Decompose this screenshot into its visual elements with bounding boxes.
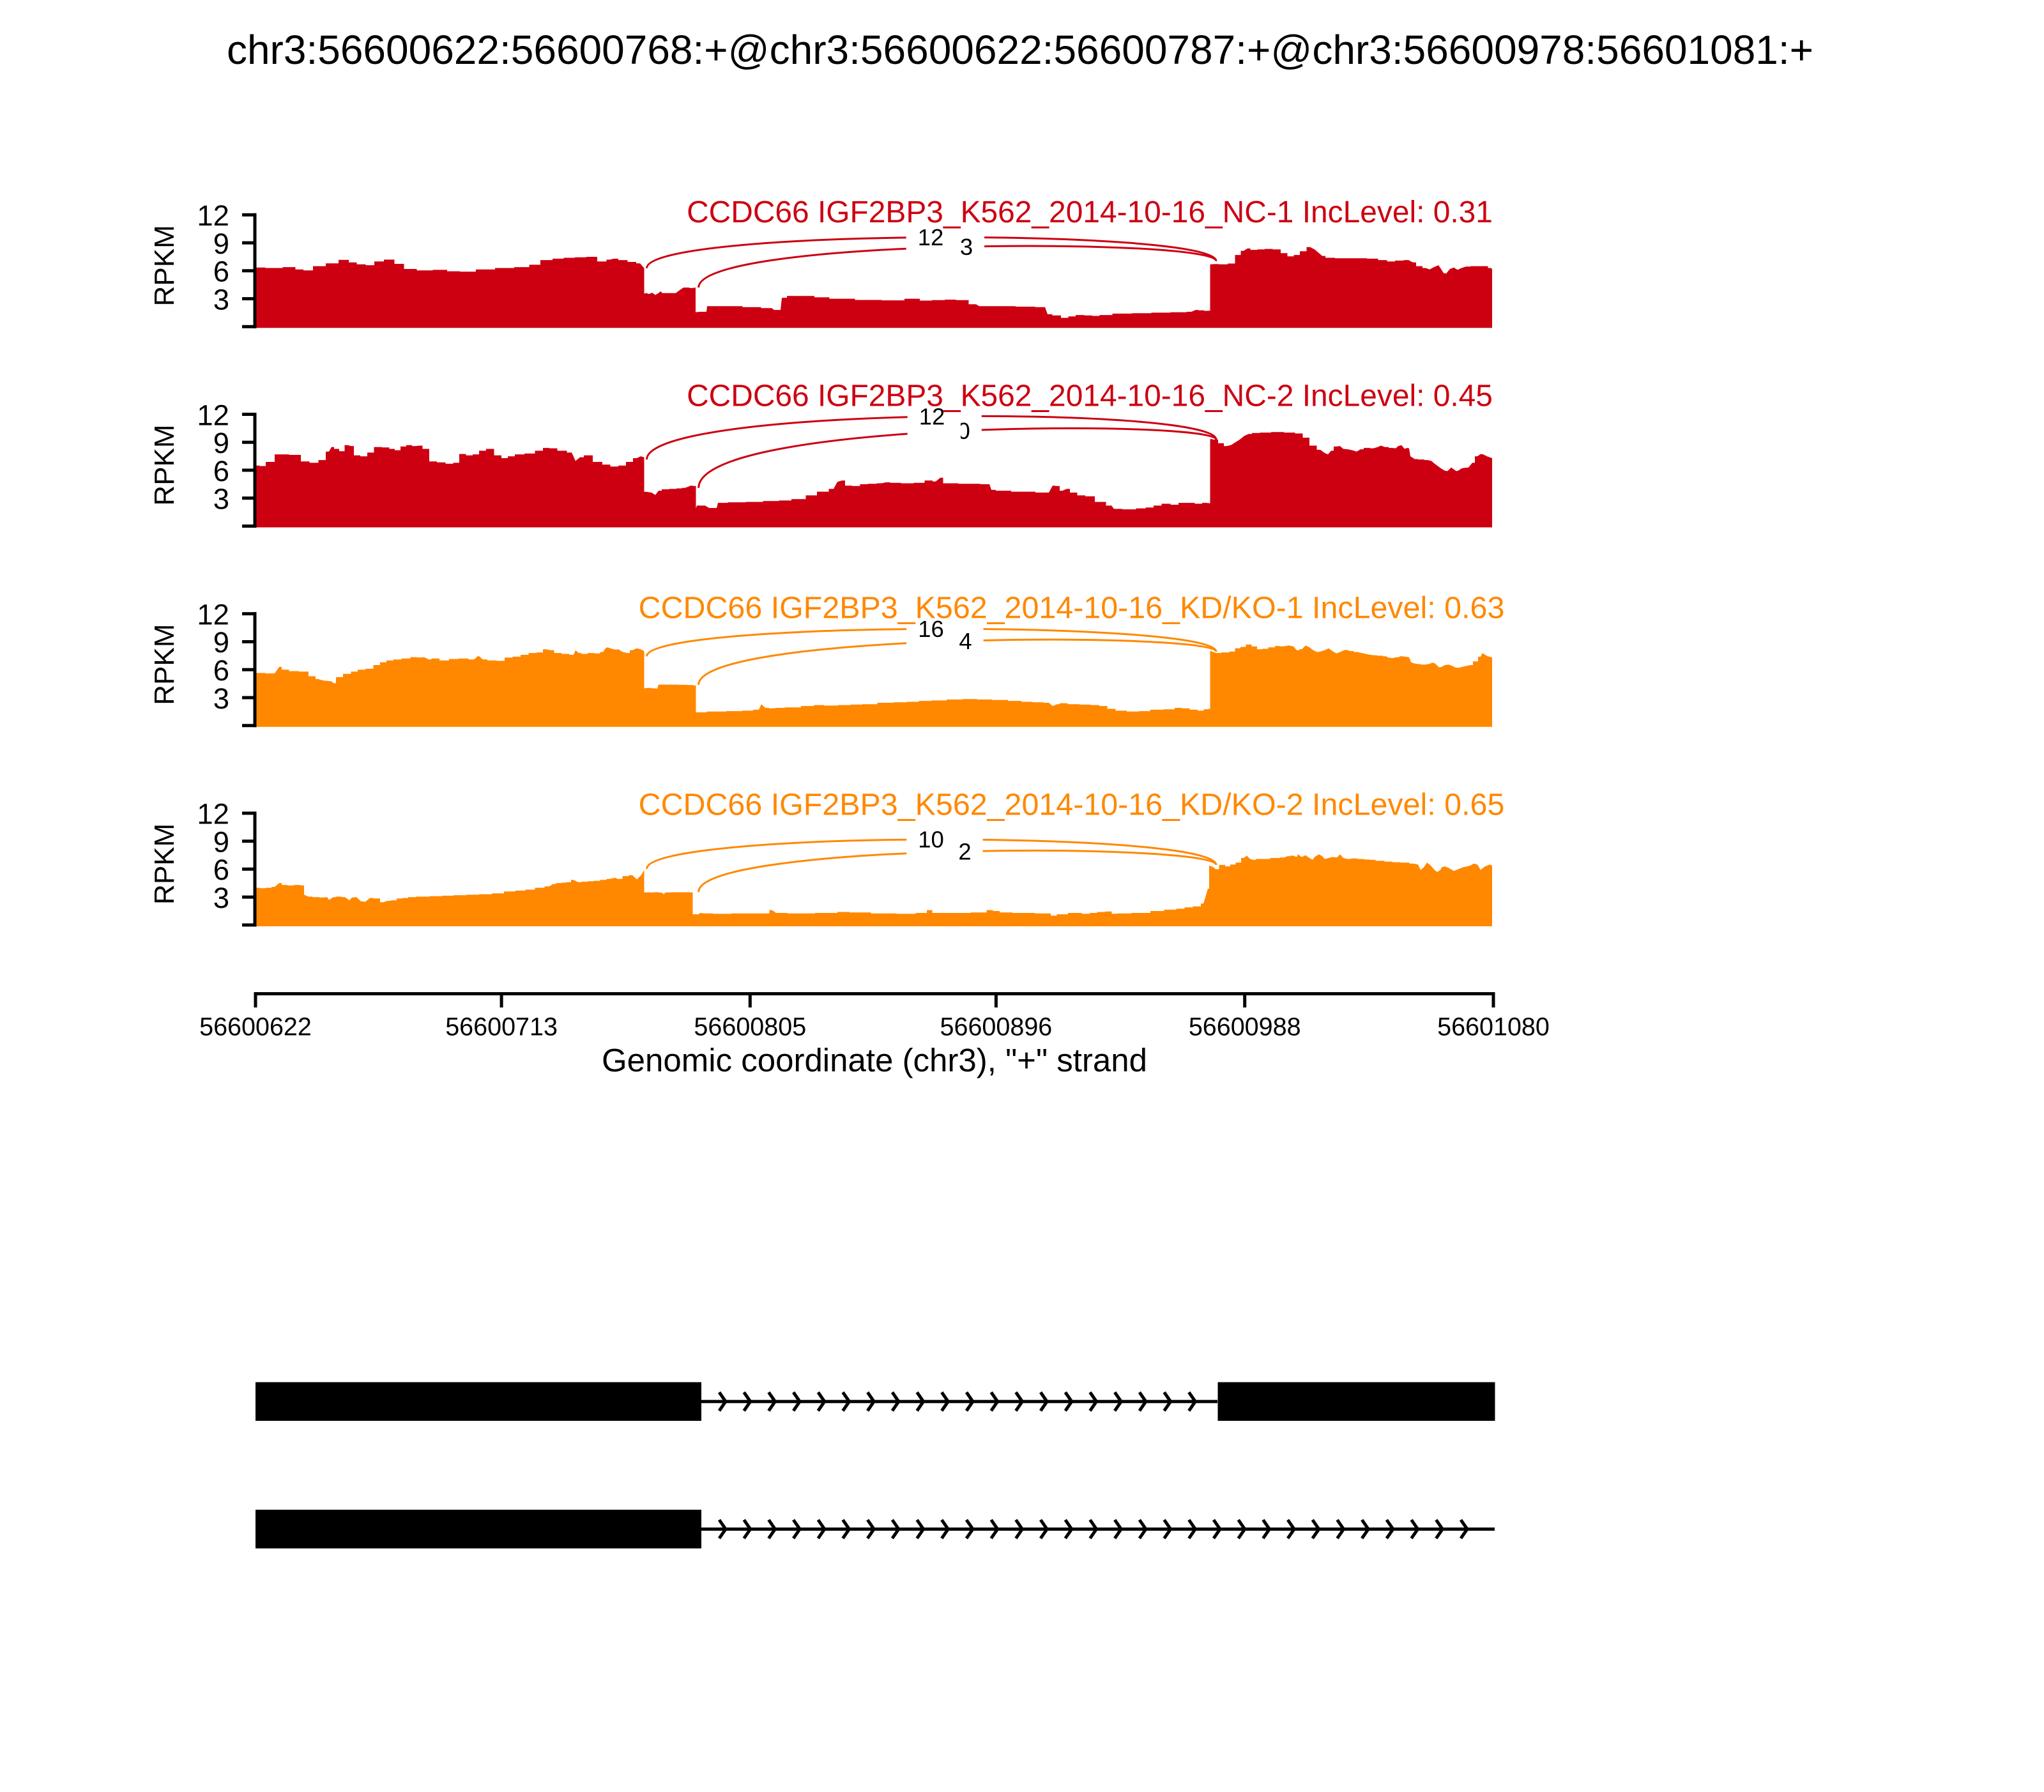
svg-text:CCDC66 IGF2BP3_K562_2014-10-16: CCDC66 IGF2BP3_K562_2014-10-16_NC-2 IncL… (687, 379, 1493, 413)
svg-text:chr3:56600622:56600768:+@chr3:: chr3:56600622:56600768:+@chr3:56600622:5… (227, 27, 1813, 73)
svg-text:3: 3 (213, 882, 229, 914)
svg-text:6: 6 (213, 256, 229, 288)
svg-text:10: 10 (918, 826, 944, 852)
svg-text:9: 9 (213, 626, 229, 659)
svg-text:RPKM: RPKM (149, 624, 180, 705)
svg-text:6: 6 (213, 654, 229, 687)
svg-text:12: 12 (197, 199, 229, 232)
svg-text:RPKM: RPKM (149, 424, 180, 505)
svg-text:12: 12 (197, 798, 229, 831)
svg-text:CCDC66 IGF2BP3_K562_2014-10-16: CCDC66 IGF2BP3_K562_2014-10-16_KD/KO-1 I… (639, 591, 1505, 625)
svg-text:3: 3 (213, 682, 229, 715)
svg-text:56600805: 56600805 (694, 1013, 806, 1041)
svg-text:3: 3 (960, 234, 973, 260)
svg-text:3: 3 (213, 283, 229, 316)
svg-text:12: 12 (918, 224, 944, 250)
svg-text:6: 6 (213, 854, 229, 886)
svg-text:4: 4 (959, 628, 972, 654)
svg-text:16: 16 (918, 616, 944, 642)
svg-text:9: 9 (213, 227, 229, 260)
svg-text:56600713: 56600713 (445, 1013, 558, 1041)
svg-text:12: 12 (197, 399, 229, 431)
svg-text:CCDC66 IGF2BP3_K562_2014-10-16: CCDC66 IGF2BP3_K562_2014-10-16_KD/KO-2 I… (639, 788, 1505, 822)
svg-text:56600896: 56600896 (940, 1013, 1053, 1041)
svg-text:9: 9 (213, 826, 229, 859)
svg-text:RPKM: RPKM (149, 225, 180, 306)
svg-text:12: 12 (197, 599, 229, 631)
svg-text:56601080: 56601080 (1437, 1013, 1550, 1041)
svg-text:Genomic coordinate (chr3), "+": Genomic coordinate (chr3), "+" strand (602, 1042, 1147, 1078)
svg-text:12: 12 (919, 403, 945, 429)
svg-text:56600988: 56600988 (1189, 1013, 1301, 1041)
svg-text:9: 9 (213, 427, 229, 459)
svg-text:6: 6 (213, 455, 229, 487)
svg-text:56600622: 56600622 (199, 1013, 312, 1041)
svg-text:2: 2 (958, 838, 971, 864)
svg-text:CCDC66 IGF2BP3_K562_2014-10-16: CCDC66 IGF2BP3_K562_2014-10-16_NC-1 IncL… (687, 195, 1493, 229)
svg-text:3: 3 (213, 483, 229, 516)
svg-text:RPKM: RPKM (149, 823, 180, 905)
